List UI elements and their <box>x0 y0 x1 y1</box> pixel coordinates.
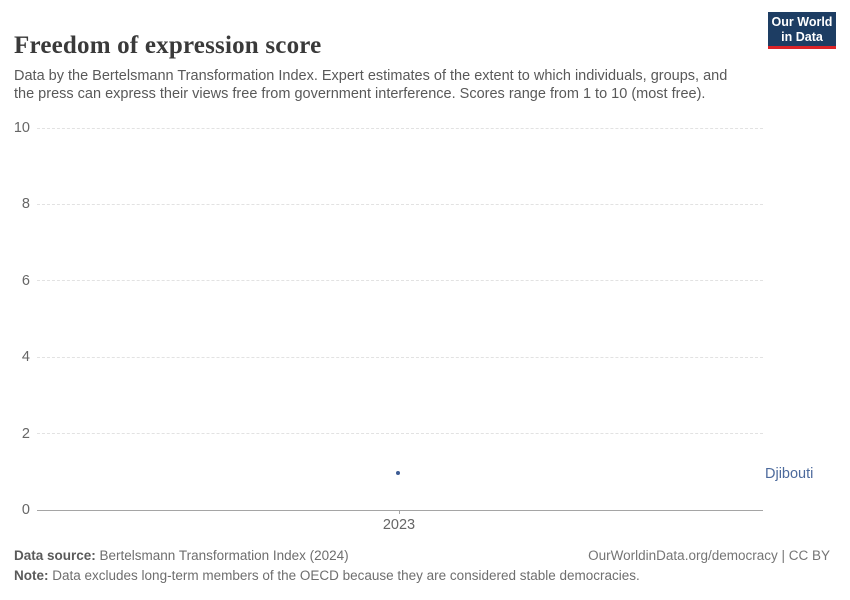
note-text: Data excludes long-term members of the O… <box>48 568 640 583</box>
owid-logo[interactable]: Our World in Data <box>768 12 836 49</box>
data-source-text: Bertelsmann Transformation Index (2024) <box>95 548 349 563</box>
note-line: Note: Data excludes long-term members of… <box>14 568 640 583</box>
entity-label[interactable]: Djibouti <box>765 465 814 482</box>
x-axis-tick <box>399 510 400 514</box>
y-axis-tick-label: 6 <box>21 272 30 289</box>
y-axis-tick-label: 10 <box>13 120 30 136</box>
chart-title: Freedom of expression score <box>14 31 322 59</box>
owid-logo-line2: in Data <box>781 29 823 44</box>
owid-url-license-link[interactable]: OurWorldinData.org/democracy | CC BY <box>588 548 830 563</box>
note-label: Note: <box>14 568 49 583</box>
y-gridline <box>37 203 763 205</box>
y-axis-tick-label: 0 <box>21 502 30 518</box>
data-point[interactable] <box>396 471 400 476</box>
y-gridline <box>37 127 763 129</box>
x-axis-tick-label: 2023 <box>382 517 416 533</box>
y-gridline <box>37 433 763 435</box>
y-gridline <box>37 356 763 358</box>
data-source-line: Data source: Bertelsmann Transformation … <box>14 548 349 563</box>
data-source-label: Data source: <box>14 548 96 563</box>
y-axis-tick-label: 8 <box>21 196 30 213</box>
x-axis-line <box>37 509 763 511</box>
chart-subtitle: Data by the Bertelsmann Transformation I… <box>14 67 728 103</box>
y-axis-tick-label: 4 <box>21 349 30 366</box>
y-gridline <box>37 280 763 282</box>
y-axis-tick-label: 2 <box>21 425 30 442</box>
owid-logo-line1: Our World <box>771 15 833 29</box>
